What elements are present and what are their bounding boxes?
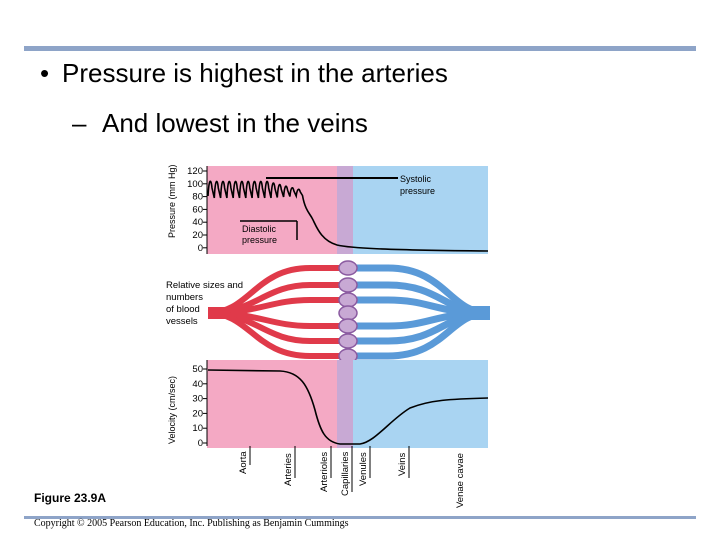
capillary-bed-1: [338, 260, 358, 276]
vessel-name-label: Capillaries: [340, 451, 351, 496]
velocity-ticks: 50 40 30 20 10 0: [192, 364, 207, 449]
capillary-bed-3: [338, 292, 358, 308]
velocity-tick-label: 0: [198, 438, 203, 449]
velocity-ylabel: Velocity (cm/sec): [167, 376, 177, 444]
capillary-bed-5: [338, 318, 358, 334]
bullet-dash: –: [72, 108, 87, 138]
capillary-bed-4: [338, 305, 358, 321]
vessel-diagram: Relative sizes and numbers of blood vess…: [166, 260, 490, 364]
pressure-arterial-bg: [207, 166, 337, 254]
bullet-sub-text: And lowest in the veins: [102, 108, 368, 138]
vessel-name-label: Venae cavae: [455, 453, 466, 508]
capillary-bed-2: [338, 277, 358, 293]
pressure-capillary-bg: [337, 166, 353, 254]
pressure-tick-label: 20: [192, 230, 203, 241]
capillary-bed-6: [338, 333, 358, 349]
copyright: Copyright © 2005 Pearson Education, Inc.…: [34, 518, 349, 529]
vessel-name-label: Venules: [358, 452, 369, 486]
velocity-arterial-bg: [207, 360, 337, 448]
velocity-tick-label: 30: [192, 394, 203, 405]
pressure-tick-label: 120: [187, 166, 203, 177]
velocity-tick-label: 50: [192, 364, 203, 375]
diastolic-label-line2: pressure: [242, 235, 277, 245]
pressure-tick-label: 60: [192, 204, 203, 215]
figure-caption: Figure 23.9A: [34, 491, 107, 505]
pressure-curve: [207, 180, 489, 252]
vessel-name-label: Veins: [397, 453, 408, 476]
vessel-label-line2: numbers: [166, 292, 203, 303]
pressure-ylabel: Pressure (mm Hg): [167, 164, 177, 238]
velocity-tick-label: 40: [192, 379, 203, 390]
systolic-label-line2: pressure: [400, 186, 435, 196]
vessel-name-label: Arterioles: [319, 452, 330, 492]
bullet-main-text: Pressure is highest in the arteries: [62, 58, 448, 88]
bottom-rule: [24, 516, 696, 519]
vessel-names: Aorta Arteries Arterioles Capillaries Venule…: [238, 451, 466, 508]
velocity-tick-label: 20: [192, 408, 203, 419]
systolic-label-line1: Systolic: [400, 174, 432, 184]
vessel-label-line1: Relative sizes and: [166, 280, 243, 291]
pressure-tick-label: 80: [192, 192, 203, 203]
bullet-dot: •: [40, 58, 50, 88]
pressure-tick-label: 100: [187, 179, 203, 190]
velocity-curve: [207, 369, 489, 445]
vessel-name-label: Arteries: [283, 453, 294, 486]
velocity-tick-label: 10: [192, 423, 203, 434]
velocity-capillary-bg: [337, 360, 353, 448]
vessel-label-line4: vessels: [166, 316, 198, 327]
pressure-venous-bg: [353, 166, 488, 254]
vessel-label-line3: of blood: [166, 304, 200, 315]
capillary-beds: [338, 260, 358, 364]
pressure-tick-label: 40: [192, 217, 203, 228]
diastolic-label-line1: Diastolic: [242, 224, 277, 234]
pressure-tick-label: 0: [198, 243, 203, 254]
bullet-sub: – And lowest in the veins: [72, 108, 368, 139]
vessel-name-label: Aorta: [238, 451, 249, 474]
velocity-panel: Velocity (cm/sec) 50 40 30 20 10 0 Aorta Arter…: [167, 360, 489, 508]
bullet-main: • Pressure is highest in the arteries: [40, 58, 448, 89]
top-rule: [24, 46, 696, 51]
vessel-dividers: [249, 446, 410, 492]
